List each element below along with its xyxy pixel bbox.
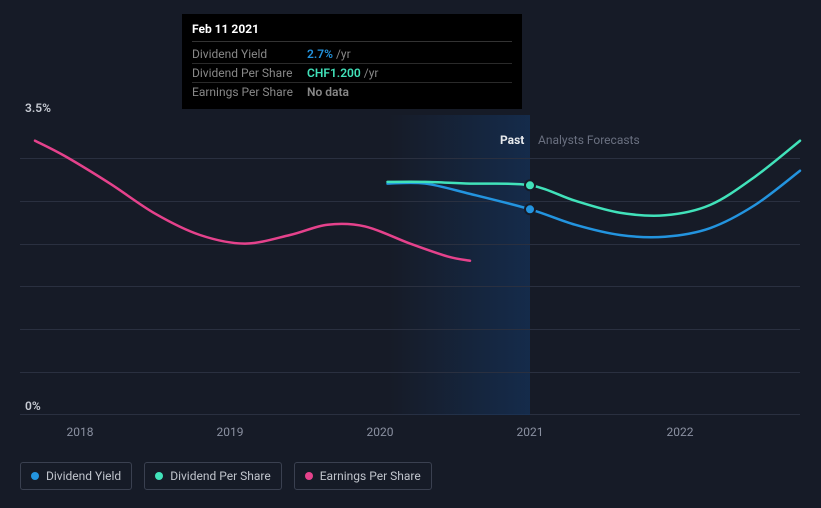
tooltip-row: Dividend Yield2.7%/yr (192, 45, 512, 64)
tooltip-row: Earnings Per ShareNo data (192, 83, 512, 101)
earnings-per-share-line (35, 141, 470, 261)
x-axis-label: 2021 (517, 425, 544, 439)
legend-dot-icon (31, 472, 39, 480)
legend-label: Dividend Per Share (170, 469, 271, 483)
y-axis-label: 0% (25, 399, 41, 413)
x-axis-label: 2019 (217, 425, 244, 439)
tooltip-date: Feb 11 2021 (192, 22, 512, 42)
x-axis-label: 2022 (667, 425, 694, 439)
legend-label: Dividend Yield (46, 469, 121, 483)
tooltip-row-value: No data (307, 85, 349, 99)
y-axis-label: 3.5% (25, 101, 51, 115)
tooltip-row-label: Dividend Yield (192, 47, 307, 61)
dividend-yield-marker (525, 204, 535, 214)
dividend-yield-line (388, 171, 801, 238)
dividend-per-share-marker (525, 180, 535, 190)
x-axis-label: 2020 (367, 425, 394, 439)
x-axis-label: 2018 (67, 425, 94, 439)
legend-item-dividend-per-share[interactable]: Dividend Per Share (144, 462, 282, 490)
legend-dot-icon (155, 472, 163, 480)
dividend-chart: Past Analysts Forecasts 3.5%0% 201820192… (20, 100, 800, 425)
chart-tooltip: Feb 11 2021 Dividend Yield2.7%/yrDividen… (182, 14, 522, 109)
chart-legend: Dividend Yield Dividend Per Share Earnings… (20, 462, 432, 490)
tooltip-row-label: Earnings Per Share (192, 85, 307, 99)
legend-dot-icon (305, 472, 313, 480)
tooltip-row-label: Dividend Per Share (192, 66, 307, 80)
chart-svg (20, 115, 800, 415)
legend-label: Earnings Per Share (320, 469, 421, 483)
tooltip-row-value: CHF1.200/yr (307, 66, 378, 80)
tooltip-row-value: 2.7%/yr (307, 47, 351, 61)
dividend-per-share-line (388, 141, 801, 216)
legend-item-earnings-per-share[interactable]: Earnings Per Share (294, 462, 432, 490)
tooltip-row: Dividend Per ShareCHF1.200/yr (192, 64, 512, 83)
legend-item-dividend-yield[interactable]: Dividend Yield (20, 462, 132, 490)
